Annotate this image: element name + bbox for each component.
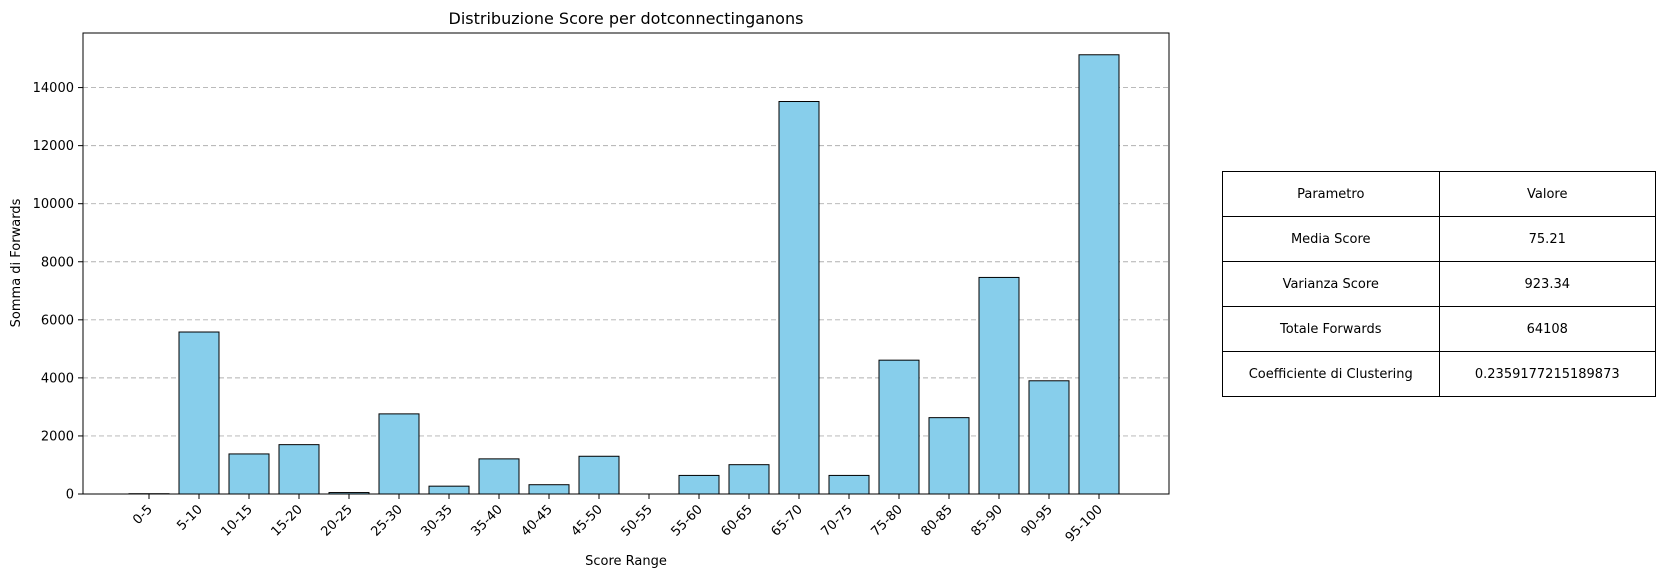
bar	[778, 101, 820, 495]
bar	[478, 458, 520, 495]
x-tick-label: 30-35	[419, 502, 456, 539]
x-axis-title: Score Range	[585, 554, 667, 569]
y-tick-label: 12000	[33, 139, 74, 154]
x-tick-label: 95-100	[1063, 502, 1106, 545]
x-tick-label: 5-10	[174, 502, 205, 533]
table-header-cell: Parametro	[1222, 171, 1440, 217]
x-tick-label: 20-25	[319, 502, 356, 539]
table-cell-value: 923.34	[1438, 261, 1656, 307]
table-header-row: Parametro Valore	[1222, 171, 1656, 217]
bar	[728, 464, 770, 495]
bar	[1078, 54, 1120, 495]
x-tick-label: 40-45	[519, 502, 556, 539]
y-tick-label: 0	[66, 488, 74, 503]
x-tick-label: 60-65	[719, 502, 756, 539]
bar	[378, 413, 420, 495]
y-tick-label: 2000	[41, 429, 74, 444]
table-cell-param: Coefficiente di Clustering	[1222, 351, 1440, 397]
table-cell-value: 0.2359177215189873	[1438, 351, 1656, 397]
y-axis: 0 2000 4000 6000 8000 10000 12000 14000	[33, 81, 83, 503]
table-cell-param: Media Score	[1222, 216, 1440, 262]
table-cell-param: Varianza Score	[1222, 261, 1440, 307]
bars	[128, 54, 1120, 495]
x-tick-label: 55-60	[669, 502, 706, 539]
y-tick-label: 6000	[41, 313, 74, 328]
plot-frame	[82, 32, 1170, 495]
x-tick-label: 75-80	[869, 502, 906, 539]
bar	[878, 359, 920, 495]
bar	[578, 455, 620, 495]
bar	[928, 417, 970, 495]
bar	[978, 276, 1020, 495]
y-tick-label: 4000	[41, 371, 74, 386]
x-tick-label: 90-95	[1019, 502, 1056, 539]
bar	[278, 444, 320, 495]
x-tick-label: 45-50	[569, 502, 606, 539]
x-tick-label: 50-55	[619, 502, 656, 539]
y-tick-label: 8000	[41, 255, 74, 270]
table-row: Coefficiente di Clustering 0.23591772151…	[1222, 351, 1656, 397]
table-row: Media Score 75.21	[1222, 216, 1656, 262]
x-tick-label: 10-15	[219, 502, 256, 539]
table-row: Varianza Score 923.34	[1222, 261, 1656, 307]
table-cell-value: 75.21	[1438, 216, 1656, 262]
table-cell-param: Totale Forwards	[1222, 306, 1440, 352]
x-tick-label: 15-20	[269, 502, 306, 539]
table-header-cell: Valore	[1438, 171, 1656, 217]
bar	[528, 484, 570, 495]
bar	[828, 474, 870, 495]
x-axis: 0-5 5-10 10-15 15-20 20-25 25-30 30-35 35-40 40-…	[130, 494, 1106, 545]
y-tick-label: 14000	[33, 81, 74, 96]
chart-title: Distribuzione Score per dotconnectingano…	[449, 9, 804, 28]
bar	[1028, 380, 1070, 495]
y-tick-label: 10000	[33, 197, 74, 212]
x-tick-label: 70-75	[819, 502, 856, 539]
stats-table: Parametro Valore Media Score 75.21 Varia…	[1222, 171, 1656, 397]
x-tick-label: 0-5	[130, 502, 156, 528]
x-tick-label: 25-30	[369, 502, 406, 539]
x-tick-label: 65-70	[769, 502, 806, 539]
x-tick-label: 35-40	[469, 502, 506, 539]
y-axis-title: Somma di Forwards	[9, 198, 24, 327]
x-tick-label: 85-90	[969, 502, 1006, 539]
bar	[178, 331, 220, 495]
bar	[678, 474, 720, 495]
bar	[428, 485, 470, 495]
x-tick-label: 80-85	[919, 502, 956, 539]
table-cell-value: 64108	[1438, 306, 1656, 352]
table-row: Totale Forwards 64108	[1222, 306, 1656, 352]
bar	[228, 453, 270, 495]
